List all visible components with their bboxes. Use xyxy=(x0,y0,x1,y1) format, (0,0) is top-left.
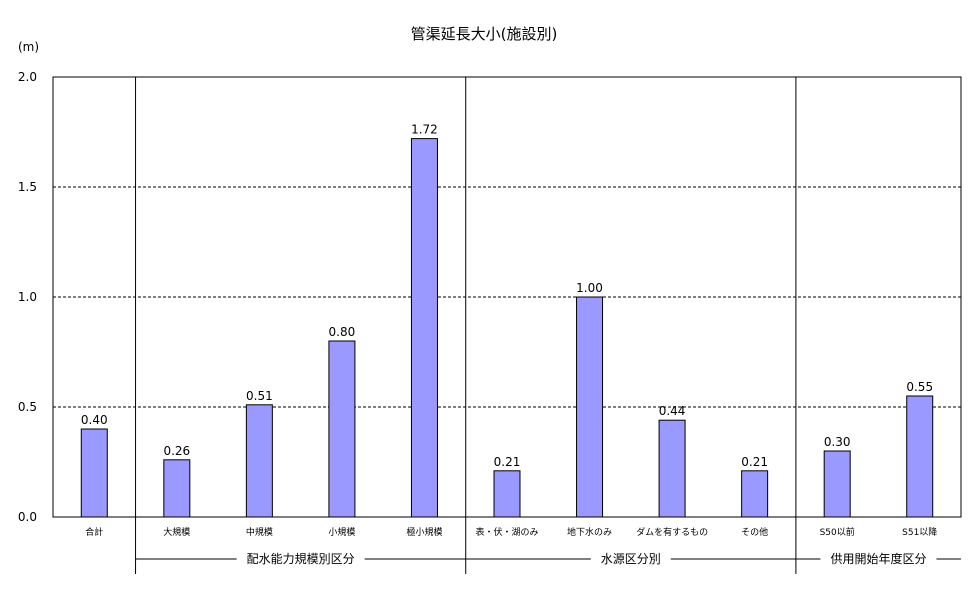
x-tick-label: 中規模 xyxy=(246,526,273,538)
bar-value-label: 0.30 xyxy=(824,435,851,449)
x-tick-label: 合計 xyxy=(85,526,103,538)
group-label: 水源区分別 xyxy=(601,552,661,566)
x-tick-label: S51以降 xyxy=(902,526,937,538)
x-tick-label: 地下水のみ xyxy=(567,526,612,538)
bar-value-label: 0.55 xyxy=(906,380,933,394)
y-tick-labels: 0.0 0.5 1.0 1.5 2.0 xyxy=(18,70,37,524)
bar-value-label: 0.51 xyxy=(246,389,273,403)
bar-value-label: 0.21 xyxy=(494,455,521,469)
bar xyxy=(245,404,273,518)
plot-area-frame xyxy=(52,76,962,518)
y-tick-label: 1.5 xyxy=(18,180,37,194)
bar xyxy=(80,428,108,518)
bar xyxy=(493,470,521,518)
y-axis-unit-label: (m) xyxy=(18,40,39,54)
gridlines xyxy=(53,186,961,408)
x-tick-label: 表・伏・湖のみ xyxy=(475,526,538,538)
bar xyxy=(576,296,604,518)
bar-value-label: 1.00 xyxy=(576,281,603,295)
bar-value-label: 1.72 xyxy=(411,123,438,137)
bar xyxy=(658,419,686,518)
bar xyxy=(741,470,769,518)
bar xyxy=(410,138,438,518)
x-tick-labels: 合計 大規模 中規模 小規模 極小規模 表・伏・湖のみ 地下水のみ ダムを有するもの その他 S5… xyxy=(85,526,937,538)
bar xyxy=(906,395,934,518)
bar-value-label: 0.26 xyxy=(163,444,190,458)
y-tick-label: 1.0 xyxy=(18,290,37,304)
y-tick-label: 0.5 xyxy=(18,400,37,414)
bar xyxy=(823,450,851,518)
bar-value-labels: 0.40 0.26 0.51 0.80 1.72 0.21 1.00 0.44 0.21 0.30… xyxy=(81,123,933,469)
group-separators xyxy=(135,77,797,574)
bar-value-label: 0.44 xyxy=(659,404,686,418)
bar-value-label: 0.40 xyxy=(81,413,108,427)
chart-title: 管渠延長大小(施設別) xyxy=(411,25,558,43)
bar xyxy=(328,340,356,518)
bar-value-label: 0.21 xyxy=(741,455,768,469)
y-tick-label: 0.0 xyxy=(18,510,37,524)
bar-value-label: 0.80 xyxy=(329,325,356,339)
group-label: 供用開始年度区分 xyxy=(830,551,926,566)
x-tick-label: その他 xyxy=(741,526,768,538)
x-tick-label: S50以前 xyxy=(820,526,855,538)
x-tick-label: 小規模 xyxy=(328,527,355,538)
bars xyxy=(80,138,934,518)
x-tick-label: ダムを有するもの xyxy=(636,526,708,538)
bar xyxy=(163,459,191,518)
group-label: 配水能力規模別区分 xyxy=(247,551,355,566)
x-tick-label: 極小規模 xyxy=(406,526,442,538)
x-tick-label: 大規模 xyxy=(163,526,190,538)
y-tick-label: 2.0 xyxy=(18,70,37,84)
group-labels: 配水能力規模別区分 水源区分別 供用開始年度区分 xyxy=(135,551,961,566)
